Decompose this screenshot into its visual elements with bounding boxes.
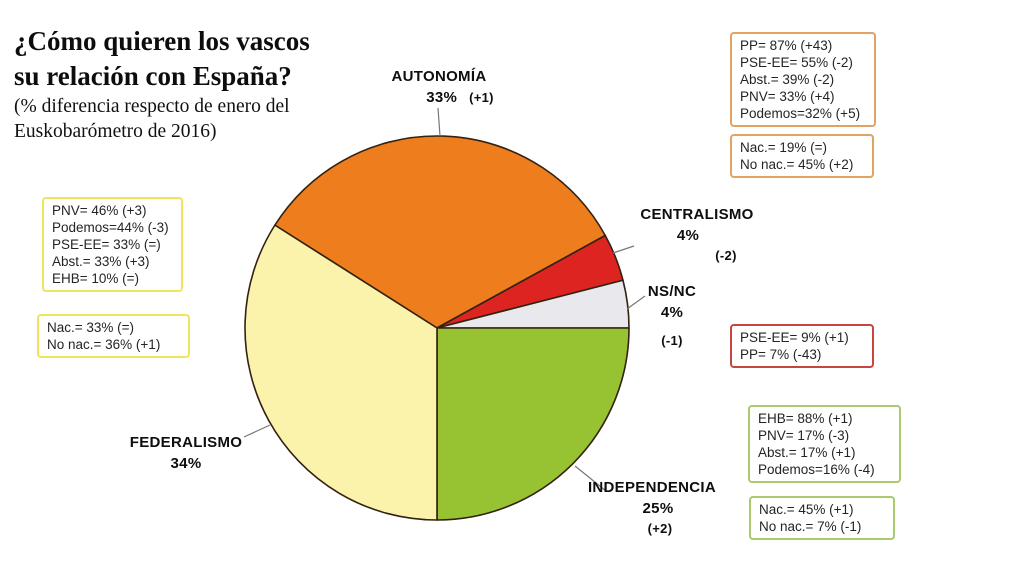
annotation-line: Podemos=16% (-4) xyxy=(758,462,875,477)
chart-subtitle-line-2: Euskobarómetro de 2016) xyxy=(14,121,217,142)
annotation-line: PP= 7% (-43) xyxy=(740,347,822,362)
annotation-line: PSE-EE= 9% (+1) xyxy=(740,330,849,345)
chart-title-block: ¿Cómo quieren los vascos su relación con… xyxy=(14,24,384,144)
pie-label-centralismo-delta: (-2) xyxy=(715,248,737,263)
pie-label-autonomia-name: AUTONOMÍA xyxy=(391,68,487,85)
annotation-line: Podemos=32% (+5) xyxy=(740,106,861,121)
annotation-box-independencia-parties: EHB= 88% (+1) PNV= 17% (-3) Abst.= 17% (+1… xyxy=(748,405,901,483)
pie-slice-federalismo xyxy=(244,224,438,521)
pie-label-autonomia-delta: (+1) xyxy=(469,90,494,105)
pie-label-federalismo-name: FEDERALISMO xyxy=(129,434,243,451)
annotation-line: No nac.= 45% (+2) xyxy=(740,157,854,172)
pie-label-nsnc-name: NS/NC xyxy=(647,283,697,300)
pie-label-centralismo-pct: 4% xyxy=(676,227,700,244)
pie-chart-svg xyxy=(244,135,630,521)
pie-label-nsnc-delta: (-1) xyxy=(661,333,683,348)
pie-label-centralismo: CENTRALISMO 4% (-2) xyxy=(622,205,772,266)
pie-label-independencia-pct: 25% xyxy=(642,500,674,517)
annotation-line: PNV= 33% (+4) xyxy=(740,89,835,104)
annotation-box-autonomia-nationalism: Nac.= 19% (=) No nac.= 45% (+2) xyxy=(730,134,874,178)
pie-label-independencia-delta: (+2) xyxy=(647,521,673,536)
annotation-line: PSE-EE= 33% (=) xyxy=(52,237,161,252)
annotation-line: No nac.= 7% (-1) xyxy=(759,519,862,534)
annotation-line: EHB= 88% (+1) xyxy=(758,411,853,426)
annotation-line: EHB= 10% (=) xyxy=(52,271,140,286)
chart-subtitle-line-1: (% diferencia respecto de enero del xyxy=(14,96,290,117)
annotation-line: PP= 87% (+43) xyxy=(740,38,833,53)
annotation-line: Abst.= 17% (+1) xyxy=(758,445,856,460)
pie-label-nsnc-pct: 4% xyxy=(660,304,684,321)
annotation-box-autonomia-parties: PP= 87% (+43) PSE-EE= 55% (-2) Abst.= 39% … xyxy=(730,32,876,127)
annotation-line: Nac.= 33% (=) xyxy=(47,320,135,335)
annotation-line: PSE-EE= 55% (-2) xyxy=(740,55,853,70)
chart-title-line-2: su relación con España? xyxy=(14,61,292,91)
leader-line-autonomia xyxy=(437,107,441,137)
annotation-line: No nac.= 36% (+1) xyxy=(47,337,161,352)
pie-label-autonomia: AUTONOMÍA 33% (+1) xyxy=(349,67,529,108)
pie-label-independencia-name: INDEPENDENCIA xyxy=(587,479,717,496)
pie-slice-independencia xyxy=(436,327,630,521)
annotation-line: Nac.= 45% (+1) xyxy=(759,502,854,517)
annotation-box-federalismo-parties: PNV= 46% (+3) Podemos=44% (-3) PSE-EE= 33%… xyxy=(42,197,183,292)
annotation-line: Abst.= 33% (+3) xyxy=(52,254,150,269)
annotation-box-independencia-nationalism: Nac.= 45% (+1) No nac.= 7% (-1) xyxy=(749,496,895,540)
annotation-box-centralismo-parties: PSE-EE= 9% (+1) PP= 7% (-43) xyxy=(730,324,874,368)
annotation-line: Abst.= 39% (-2) xyxy=(740,72,835,87)
pie-label-autonomia-value-row: 33% (+1) xyxy=(370,87,550,108)
pie-label-federalismo: FEDERALISMO 34% xyxy=(106,433,266,474)
pie-label-nsnc: NS/NC 4% (-1) xyxy=(632,282,712,351)
pie-label-autonomia-pct: 33% xyxy=(426,89,458,106)
annotation-line: Podemos=44% (-3) xyxy=(52,220,169,235)
annotation-line: PNV= 46% (+3) xyxy=(52,203,147,218)
pie-label-centralismo-name: CENTRALISMO xyxy=(640,206,754,223)
chart-title-line-1: ¿Cómo quieren los vascos xyxy=(14,26,310,56)
annotation-box-federalismo-nationalism: Nac.= 33% (=) No nac.= 36% (+1) xyxy=(37,314,190,358)
annotation-line: Nac.= 19% (=) xyxy=(740,140,828,155)
pie-label-federalismo-pct: 34% xyxy=(170,455,202,472)
annotation-line: PNV= 17% (-3) xyxy=(758,428,850,443)
pie-label-independencia: INDEPENDENCIA 25% (+2) xyxy=(572,478,732,539)
